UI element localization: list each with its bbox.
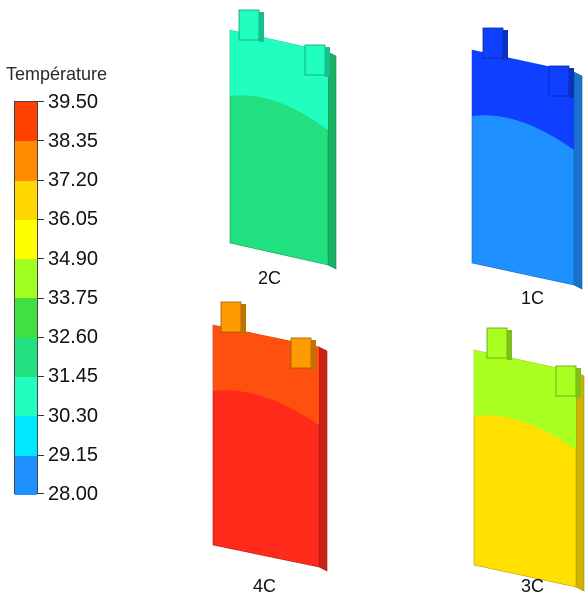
colorbar-tick-label: 32.60 (48, 326, 99, 348)
case-label-1c: 1C (521, 288, 545, 308)
colorbar-tick-label: 28.00 (48, 483, 99, 505)
battery-cell-top-zone (230, 30, 328, 130)
colorbar-swatch (15, 141, 37, 181)
colorbar-tick-mark (38, 219, 44, 220)
colorbar-tick-label: 37.20 (48, 169, 99, 191)
colorbar-tick-label: 39.50 (48, 91, 99, 113)
battery-cell-top-zone (474, 350, 576, 450)
colorbar-tick-label: 33.75 (48, 287, 99, 309)
battery-tab-side (569, 68, 574, 98)
colorbar-tick-mark (38, 258, 44, 259)
battery-cell-side (573, 71, 583, 290)
battery-tab-right (290, 337, 312, 369)
colorbar-swatch (15, 455, 37, 495)
colorbar-tick-mark (38, 493, 44, 494)
colorbar-tick-mark (38, 415, 44, 416)
colorbar-swatch (15, 180, 37, 220)
battery-cell-side (575, 371, 585, 592)
colorbar-swatch (15, 416, 37, 456)
battery-tab-right (304, 44, 326, 76)
colorbar-swatch (15, 337, 37, 378)
colorbar-tick-mark (38, 376, 44, 377)
colorbar-swatch (15, 298, 37, 338)
colorbar-swatch (15, 219, 37, 260)
legend-title: Température (6, 64, 108, 84)
colorbar-tick-label: 36.05 (48, 208, 99, 230)
colorbar-swatch (15, 377, 37, 417)
battery-tab-side (259, 12, 264, 42)
case-label-3c: 3C (521, 576, 545, 596)
colorbar-tick-mark (38, 101, 44, 102)
colorbar-swatch (15, 102, 37, 142)
colorbar-tick-label: 31.45 (48, 365, 99, 387)
case-label-4c: 4C (253, 576, 277, 596)
colorbar-tick-label: 29.15 (48, 444, 99, 466)
battery-cell-side (318, 346, 328, 572)
battery-tab-side (507, 330, 512, 360)
battery-tab-left (486, 327, 508, 359)
battery-tab-side (311, 340, 316, 370)
colorbar-tick-mark (38, 455, 44, 456)
battery-tab-right (548, 65, 570, 97)
colorbar-tick-mark (38, 337, 44, 338)
case-label-2c: 2C (258, 268, 282, 288)
colorbar-tick-mark (38, 298, 44, 299)
battery-tab-side (241, 304, 246, 334)
colorbar-tick-mark (38, 180, 44, 181)
battery-tab-side (503, 30, 508, 60)
colorbar-tick-mark (38, 140, 44, 141)
battery-cell-side (327, 51, 337, 270)
colorbar-tick-label: 30.30 (48, 405, 99, 427)
battery-tab-left (482, 27, 504, 59)
colorbar-tick-label: 34.90 (48, 248, 99, 270)
battery-tab-side (576, 368, 581, 398)
battery-tab-side (325, 47, 330, 77)
colorbar-swatch (15, 259, 37, 299)
battery-tab-right (555, 365, 577, 397)
battery-cell-top-zone (472, 50, 574, 150)
battery-tab-left (220, 301, 242, 333)
temperature-colorbar (14, 101, 38, 495)
battery-tab-left (238, 9, 260, 41)
colorbar-tick-label: 38.35 (48, 130, 99, 152)
